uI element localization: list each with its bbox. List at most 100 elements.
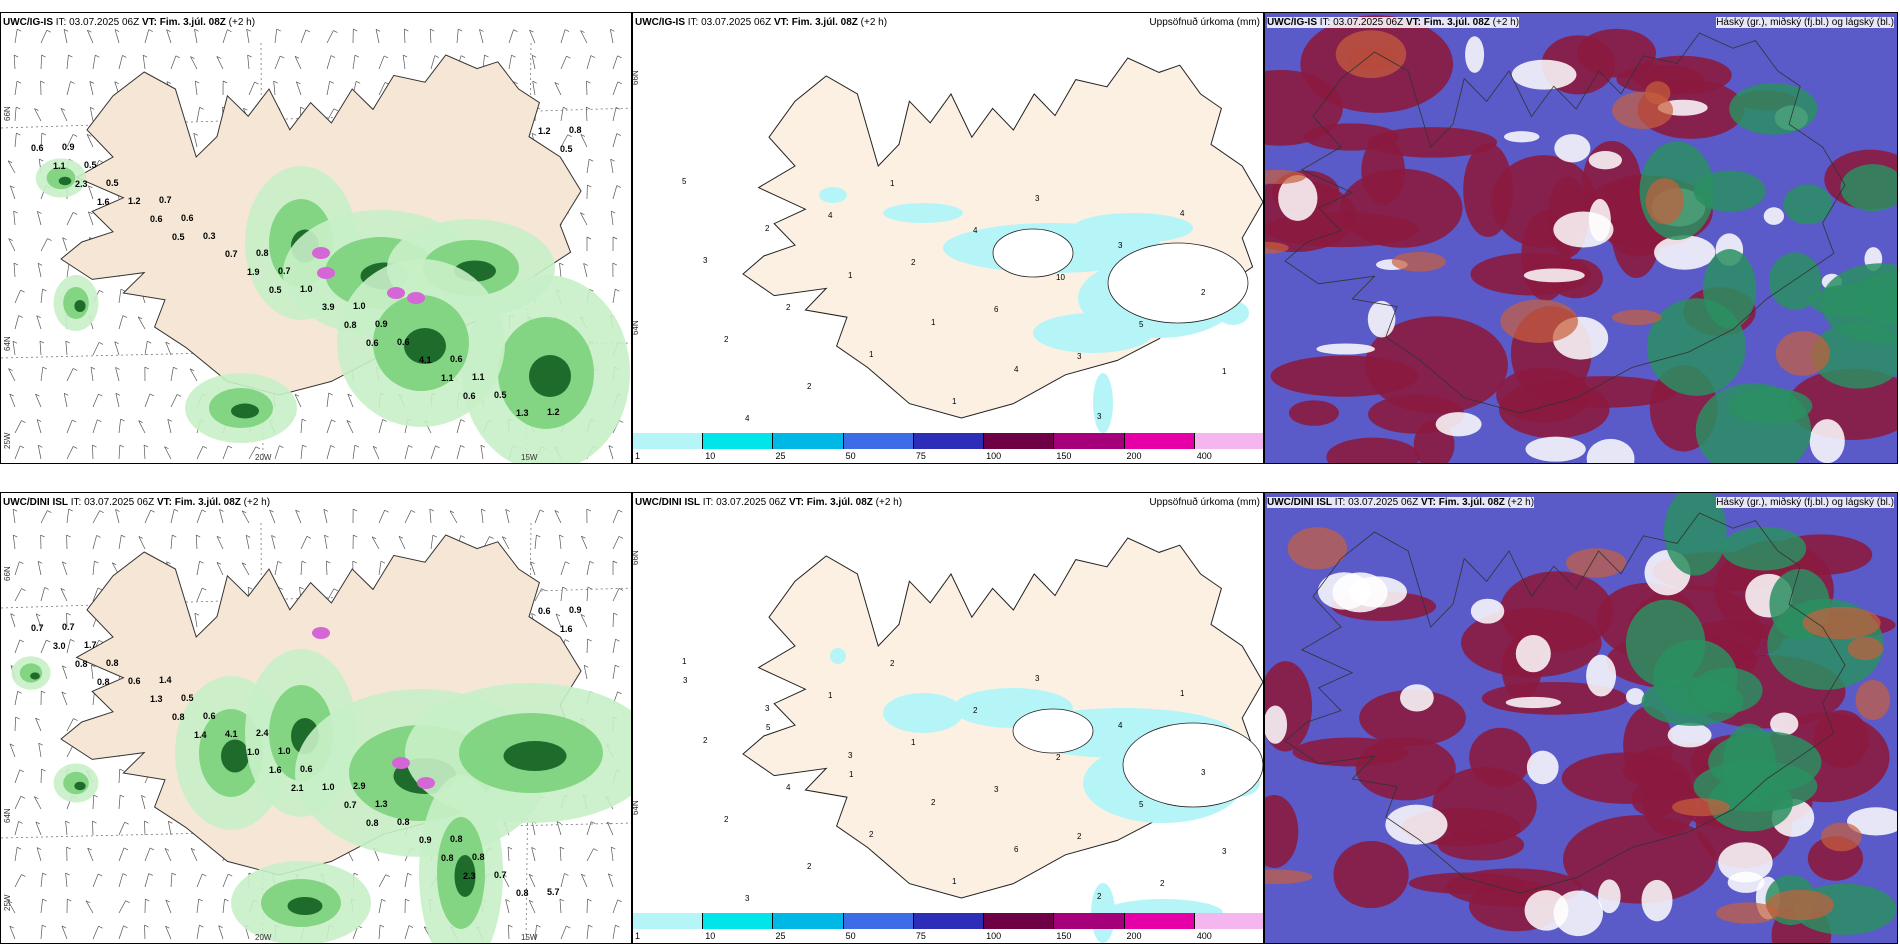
wind-barb-flag	[429, 508, 435, 512]
lat-label-64n: 64N	[632, 320, 640, 335]
clear-sky-area	[1503, 131, 1540, 143]
wind-barb-flag	[19, 561, 24, 565]
colorbar-tick: 200	[1126, 931, 1142, 941]
wind-barb	[449, 510, 458, 524]
wind-barb	[326, 445, 332, 460]
wind-barb	[7, 160, 16, 174]
low-cloud-area	[1765, 889, 1835, 921]
wind-barb	[612, 289, 616, 304]
wind-barb-flag	[382, 419, 387, 422]
wind-barb	[608, 873, 614, 888]
wind-barb	[430, 445, 436, 460]
wind-barb-flag	[227, 29, 232, 33]
precip-colorbar	[633, 433, 1263, 449]
wind-barb-flag	[171, 872, 177, 876]
wind-barb	[196, 925, 200, 940]
wind-barb	[534, 509, 541, 524]
precip-value: 2	[724, 335, 729, 344]
wind-barb	[189, 368, 198, 382]
wind-barb-flag	[143, 444, 149, 448]
colorbar-tick: 75	[915, 451, 926, 461]
wind-barb	[190, 56, 198, 70]
wind-barb-flag	[15, 106, 21, 110]
high-cloud-area	[1563, 815, 1717, 904]
mid-cloud-area	[1692, 667, 1763, 714]
wind-barb-flag	[202, 873, 207, 877]
precip-value: 6	[994, 305, 999, 314]
wind-value: 0.5	[181, 693, 194, 703]
wind-barb-flag	[607, 821, 612, 825]
wind-barb	[65, 821, 68, 836]
wind-barb	[62, 237, 68, 252]
wind-barb	[118, 769, 121, 784]
wind-barb	[92, 342, 100, 356]
precip-value: 2	[786, 303, 791, 312]
wind-barb-flag	[329, 80, 334, 84]
wind-barb	[404, 873, 408, 888]
wind-barb	[92, 925, 99, 940]
colorbar-segment	[703, 913, 774, 929]
wind-barb-flag	[39, 340, 45, 344]
colorbar-tick: 10	[705, 931, 716, 941]
wind-barb-flag	[273, 80, 278, 84]
wind-barb	[40, 639, 47, 654]
wind-barb-flag	[40, 80, 45, 84]
low-cloud-area	[1855, 679, 1891, 721]
bottom-precip-panel: UWC/DINI ISL IT: 03.07.2025 06Z VT: Fim.…	[632, 492, 1264, 944]
wind-barb	[534, 588, 542, 602]
wind-barb	[378, 55, 385, 70]
wind-barb-flag	[16, 80, 22, 84]
wind-barb-flag	[73, 368, 78, 371]
precip-area	[1073, 213, 1193, 243]
wind-barb-flag	[372, 445, 378, 449]
wind-barb	[85, 900, 94, 914]
wind-value: 1.9	[247, 267, 260, 277]
wind-barb-flag	[168, 820, 173, 824]
wind-barb	[274, 561, 279, 576]
wind-value: 5.7	[547, 887, 560, 897]
wind-barb-flag	[72, 134, 78, 137]
low-cloud-area	[1612, 309, 1662, 326]
wind-barb	[164, 848, 172, 862]
wind-value: 0.5	[560, 144, 573, 154]
high-cloud-area	[1326, 437, 1420, 463]
wind-barb	[430, 55, 436, 70]
wind-barb	[137, 316, 146, 330]
wind-barb-flag	[532, 80, 537, 84]
precip-value: 3	[1201, 768, 1206, 777]
wind-barb	[37, 211, 42, 226]
precip-title: Uppsöfnuð úrkoma (mm)	[1149, 497, 1260, 508]
wind-barb-flag	[65, 340, 70, 344]
wind-barb-flag	[47, 510, 52, 513]
wind-barb	[346, 420, 354, 434]
wind-barb-flag	[112, 562, 117, 566]
wind-barb-flag	[21, 420, 26, 423]
wind-barb-flag	[404, 28, 409, 32]
low-cloud-area	[1802, 606, 1881, 640]
wind-barb-flag	[615, 924, 620, 928]
wind-barb	[347, 393, 354, 408]
wind-barb-flag	[564, 873, 569, 876]
wind-barb-flag	[44, 587, 49, 590]
wind-value: 0.9	[375, 319, 388, 329]
wind-barb-flag	[246, 534, 251, 538]
wind-barb-flag	[323, 509, 328, 512]
wind-barb-flag	[608, 873, 613, 877]
wind-barb-flag	[241, 562, 247, 566]
wind-barb-flag	[580, 134, 586, 137]
wind-barb	[222, 445, 229, 460]
wind-barb-flag	[88, 185, 93, 189]
wind-barb	[612, 133, 618, 148]
precip-area	[819, 187, 847, 203]
wind-barb-flag	[174, 509, 179, 512]
wind-barb-flag	[164, 446, 169, 449]
wind-barb-flag	[165, 341, 170, 345]
wind-barb-flag	[385, 874, 390, 878]
wind-barb	[138, 420, 146, 434]
wind-value: 1.4	[159, 675, 172, 685]
wind-barb-flag	[430, 28, 435, 32]
colorbar-segment	[1054, 913, 1125, 929]
wind-barb	[404, 510, 412, 524]
wind-barb-flag	[280, 55, 285, 59]
